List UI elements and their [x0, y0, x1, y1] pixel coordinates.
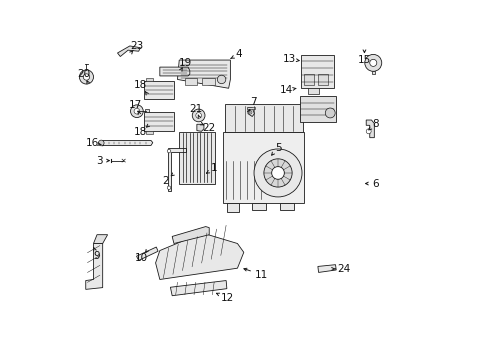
Circle shape	[369, 59, 376, 66]
Bar	[202, 78, 214, 85]
Circle shape	[195, 113, 201, 118]
Circle shape	[83, 74, 89, 80]
Bar	[226, 203, 239, 212]
Polygon shape	[160, 67, 189, 76]
Circle shape	[130, 105, 143, 118]
Circle shape	[248, 111, 251, 114]
Text: 8: 8	[372, 118, 378, 129]
Text: 13: 13	[283, 54, 296, 64]
Text: 18: 18	[134, 80, 147, 90]
Circle shape	[167, 149, 170, 153]
Text: 6: 6	[372, 179, 378, 189]
Polygon shape	[167, 148, 186, 190]
Text: 15: 15	[357, 55, 370, 65]
Circle shape	[192, 109, 204, 122]
Polygon shape	[155, 233, 244, 279]
Bar	[145, 109, 149, 113]
Circle shape	[253, 149, 302, 197]
Polygon shape	[366, 120, 374, 138]
Polygon shape	[85, 243, 102, 289]
Circle shape	[79, 70, 93, 84]
Polygon shape	[371, 71, 374, 74]
Text: 24: 24	[337, 264, 350, 274]
Text: 20: 20	[77, 69, 90, 79]
Text: 3: 3	[96, 156, 102, 166]
Polygon shape	[117, 46, 140, 57]
Polygon shape	[136, 247, 158, 260]
Bar	[143, 112, 174, 131]
Text: 17: 17	[129, 100, 142, 110]
Text: 10: 10	[135, 253, 148, 263]
Text: 2: 2	[162, 176, 168, 186]
Polygon shape	[102, 140, 152, 146]
Text: 19: 19	[178, 58, 191, 68]
Bar	[224, 104, 302, 132]
Text: 1: 1	[211, 163, 217, 174]
Circle shape	[98, 140, 104, 146]
Circle shape	[134, 108, 140, 114]
Circle shape	[364, 54, 381, 71]
Bar	[223, 132, 304, 203]
Text: 5: 5	[274, 143, 281, 153]
Text: 22: 22	[202, 123, 215, 133]
Text: 4: 4	[235, 49, 242, 59]
Bar	[300, 55, 334, 88]
Bar	[179, 132, 214, 184]
Bar	[143, 81, 174, 99]
Polygon shape	[177, 60, 230, 88]
Text: 9: 9	[94, 251, 100, 261]
Circle shape	[366, 129, 370, 134]
Text: 14: 14	[280, 85, 293, 95]
Bar	[303, 74, 314, 85]
Bar	[184, 78, 197, 85]
Polygon shape	[307, 88, 318, 94]
Bar	[300, 96, 335, 122]
Text: 18: 18	[134, 127, 147, 138]
Polygon shape	[317, 265, 336, 273]
Polygon shape	[247, 108, 254, 117]
Bar	[247, 107, 255, 109]
Polygon shape	[172, 226, 209, 243]
Circle shape	[217, 75, 225, 84]
Circle shape	[167, 186, 170, 189]
Text: 11: 11	[254, 270, 267, 280]
Bar	[145, 78, 152, 81]
Polygon shape	[197, 124, 203, 131]
Text: 7: 7	[249, 97, 256, 107]
Text: 23: 23	[130, 41, 143, 51]
Bar	[279, 203, 293, 210]
Polygon shape	[93, 235, 107, 243]
Text: 12: 12	[221, 293, 234, 303]
Text: 16: 16	[85, 138, 99, 148]
Circle shape	[264, 159, 291, 187]
Text: 21: 21	[189, 104, 202, 114]
Circle shape	[271, 167, 284, 179]
Bar	[145, 131, 152, 134]
Circle shape	[325, 108, 334, 118]
Polygon shape	[170, 280, 226, 296]
Bar	[251, 203, 265, 210]
Bar	[317, 74, 328, 85]
